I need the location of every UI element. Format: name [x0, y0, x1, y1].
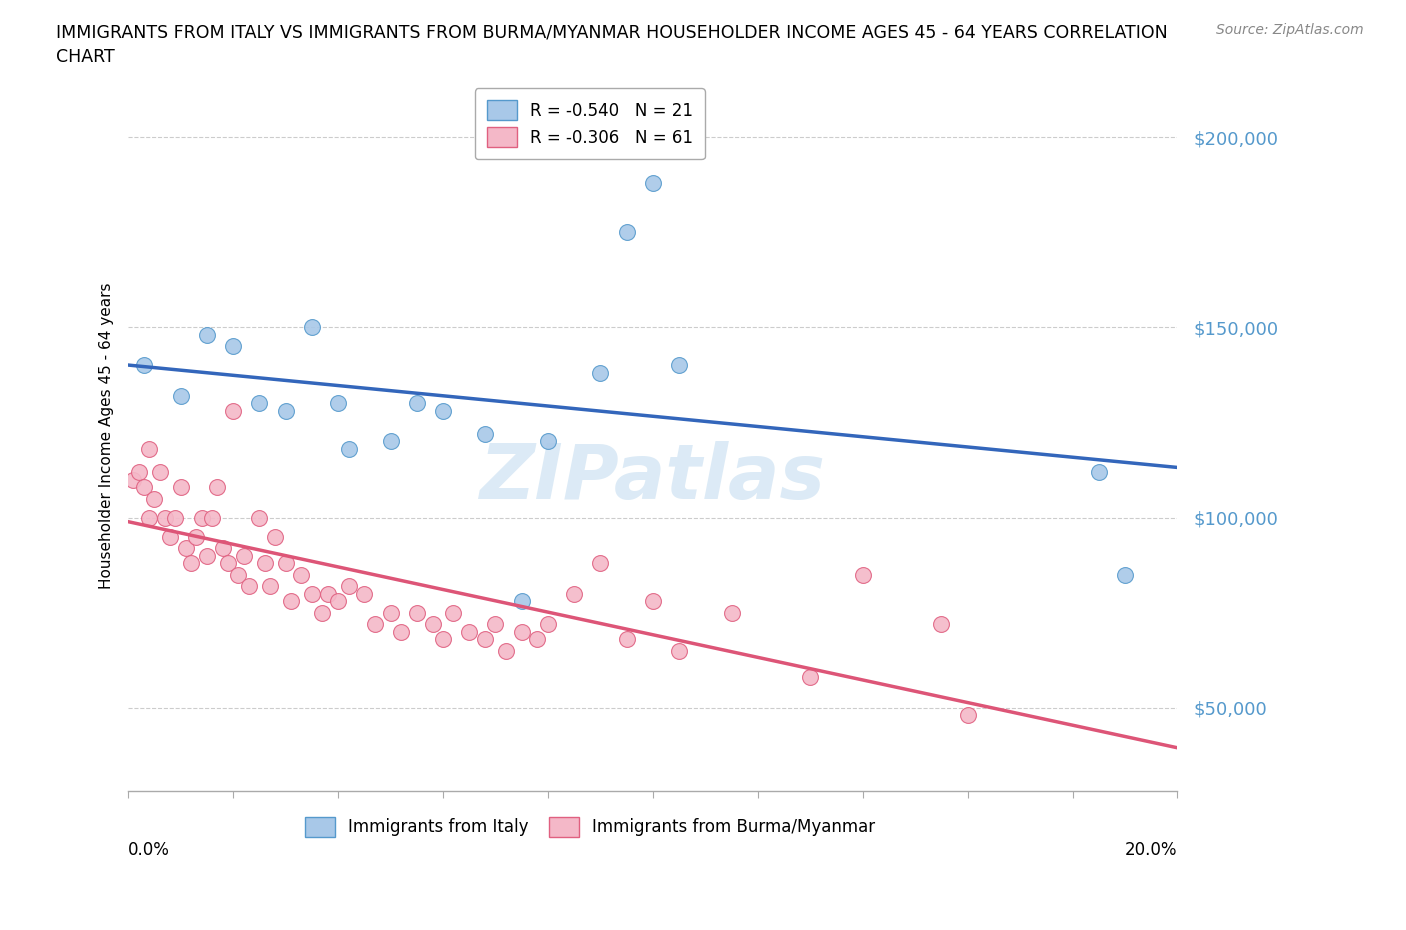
Point — [186, 529, 208, 544]
Point — [484, 617, 506, 631]
Point — [138, 442, 160, 457]
Point — [211, 540, 233, 555]
Point — [201, 510, 224, 525]
Point — [337, 578, 360, 593]
Point — [228, 567, 250, 582]
Point — [232, 548, 254, 563]
Point — [537, 434, 560, 449]
Point — [174, 540, 197, 555]
Text: 20.0%: 20.0% — [1125, 841, 1177, 859]
Point — [405, 396, 427, 411]
Point — [170, 389, 193, 404]
Point — [132, 480, 155, 495]
Point — [353, 586, 375, 601]
Point — [153, 510, 176, 525]
Point — [132, 358, 155, 373]
Point — [195, 327, 218, 342]
Point — [259, 578, 281, 593]
Point — [641, 176, 664, 191]
Point — [222, 404, 245, 418]
Point — [422, 617, 444, 631]
Point — [364, 617, 387, 631]
Point — [432, 631, 454, 646]
Point — [217, 556, 239, 571]
Point — [931, 617, 953, 631]
Point — [641, 593, 664, 608]
Point — [274, 556, 297, 571]
Point — [799, 670, 821, 684]
Point — [207, 480, 229, 495]
Text: 0.0%: 0.0% — [128, 841, 170, 859]
Point — [149, 464, 172, 479]
Point — [510, 624, 533, 639]
Point — [389, 624, 412, 639]
Point — [311, 605, 333, 620]
Point — [301, 586, 323, 601]
Point — [443, 605, 465, 620]
Y-axis label: Householder Income Ages 45 - 64 years: Householder Income Ages 45 - 64 years — [100, 283, 114, 589]
Point — [274, 404, 297, 418]
Point — [589, 365, 612, 380]
Point — [326, 396, 349, 411]
Text: ZIPatlas: ZIPatlas — [479, 442, 825, 515]
Point — [143, 491, 166, 506]
Text: Source: ZipAtlas.com: Source: ZipAtlas.com — [1216, 23, 1364, 37]
Point — [852, 567, 875, 582]
Point — [474, 427, 496, 442]
Point — [380, 605, 402, 620]
Point — [195, 548, 218, 563]
Point — [510, 593, 533, 608]
Point — [247, 396, 270, 411]
Point — [589, 556, 612, 571]
Point — [380, 434, 402, 449]
Point — [238, 578, 260, 593]
Point — [301, 320, 323, 335]
Point — [526, 631, 548, 646]
Point — [668, 358, 690, 373]
Point — [247, 510, 270, 525]
Point — [668, 644, 690, 658]
Point — [326, 593, 349, 608]
Point — [222, 339, 245, 353]
Point — [956, 708, 979, 723]
Point — [1087, 464, 1109, 479]
Point — [138, 510, 160, 525]
Point — [180, 556, 202, 571]
Point — [458, 624, 481, 639]
Point — [616, 225, 638, 240]
Point — [159, 529, 181, 544]
Point — [720, 605, 742, 620]
Point — [190, 510, 212, 525]
Point — [253, 556, 276, 571]
Point — [170, 480, 193, 495]
Legend: Immigrants from Italy, Immigrants from Burma/Myanmar: Immigrants from Italy, Immigrants from B… — [298, 810, 882, 844]
Point — [1114, 567, 1136, 582]
Point — [495, 644, 517, 658]
Point — [165, 510, 187, 525]
Point — [264, 529, 287, 544]
Point — [562, 586, 585, 601]
Point — [405, 605, 427, 620]
Point — [337, 442, 360, 457]
Text: IMMIGRANTS FROM ITALY VS IMMIGRANTS FROM BURMA/MYANMAR HOUSEHOLDER INCOME AGES 4: IMMIGRANTS FROM ITALY VS IMMIGRANTS FROM… — [56, 23, 1168, 41]
Point — [616, 631, 638, 646]
Point — [122, 472, 145, 487]
Point — [432, 404, 454, 418]
Point — [537, 617, 560, 631]
Point — [290, 567, 312, 582]
Point — [128, 464, 150, 479]
Text: CHART: CHART — [56, 48, 115, 66]
Point — [474, 631, 496, 646]
Point — [280, 593, 302, 608]
Point — [316, 586, 339, 601]
